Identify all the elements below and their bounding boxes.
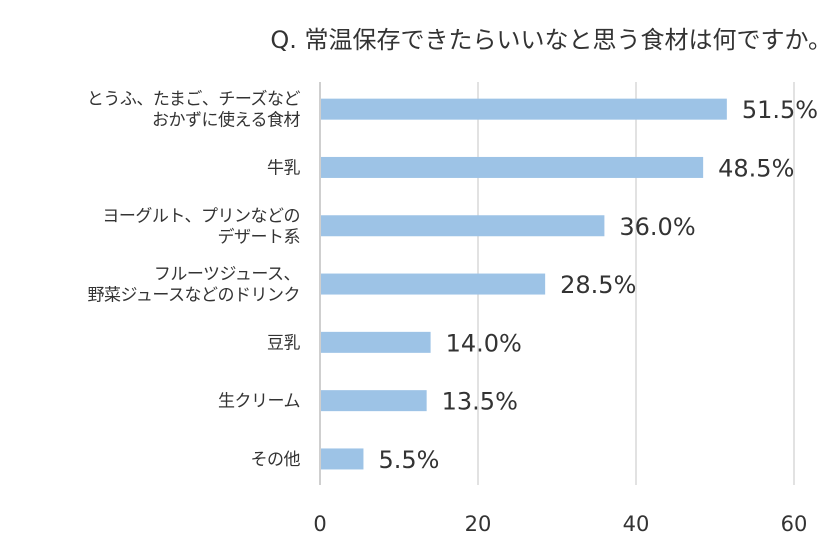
x-tick-label: 60: [781, 512, 808, 536]
category-label-line: 生クリーム: [218, 392, 300, 412]
bar-value-label: 13.5%: [442, 388, 518, 416]
bar-chart: Q. 常温保存できたらいいなと思う食材は何ですか。 51.5% 48.5% 36.0…: [0, 0, 840, 553]
category-label-line: 野菜ジュースなどのドリンク: [88, 286, 300, 306]
category-label-line: とうふ、たまご、チーズなど: [87, 90, 301, 110]
category-labels: とうふ、たまご、チーズなどおかずに使える食材牛乳ヨーグルト、プリンなどのデザート…: [87, 90, 301, 470]
category-label: 生クリーム: [218, 392, 300, 412]
bar: [321, 99, 727, 120]
category-label-line: 豆乳: [267, 333, 300, 353]
bar-value-label: 14.0%: [446, 329, 522, 357]
bar: [321, 157, 703, 178]
bar: [321, 390, 427, 411]
category-label-line: フルーツジュース、: [154, 265, 300, 285]
bar: [321, 215, 604, 236]
x-tick-label: 20: [465, 512, 492, 536]
chart-title: Q. 常温保存できたらいいなと思う食材は何ですか。: [270, 26, 832, 54]
category-label: フルーツジュース、野菜ジュースなどのドリンク: [88, 265, 300, 306]
category-label-line: その他: [251, 450, 301, 470]
bar: [321, 274, 545, 295]
category-label-line: 牛乳: [267, 158, 300, 178]
category-label: その他: [251, 450, 301, 470]
bars: [321, 99, 727, 470]
bar-value-label: 36.0%: [619, 213, 695, 241]
category-label-line: おかずに使える食材: [152, 110, 300, 131]
bar-value-label: 48.5%: [718, 154, 794, 182]
x-tick-label: 40: [623, 512, 650, 536]
bar-value-label: 5.5%: [378, 446, 439, 474]
bar: [321, 448, 363, 469]
x-axis-ticks: 0 20 40 60: [313, 512, 807, 536]
bar-value-label: 51.5%: [742, 96, 818, 124]
chart-root: Q. 常温保存できたらいいなと思う食材は何ですか。 51.5% 48.5% 36.0…: [0, 0, 840, 553]
category-label-line: ヨーグルト、プリンなどの: [102, 206, 300, 226]
category-label: 豆乳: [267, 333, 300, 353]
category-label: 牛乳: [267, 158, 300, 178]
category-label-line: デザート系: [218, 226, 301, 247]
bar: [321, 332, 431, 353]
bar-value-label: 28.5%: [560, 271, 636, 299]
x-tick-label: 0: [313, 512, 326, 536]
